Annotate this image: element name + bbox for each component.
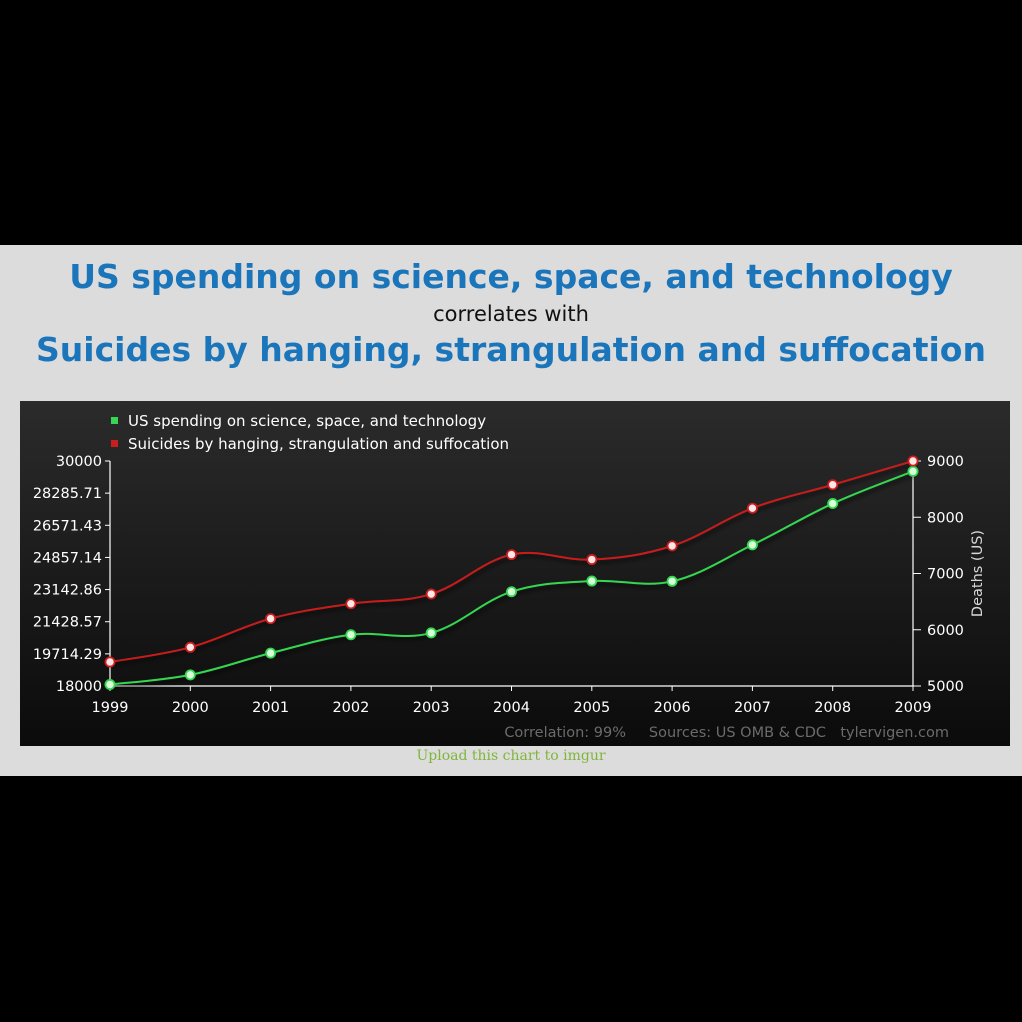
y-right-tick-label: 5000 xyxy=(927,679,964,695)
data-point-spending xyxy=(746,539,758,551)
data-point-spending xyxy=(265,647,277,659)
y-left-tick-label: 26571.43 xyxy=(33,518,102,534)
y-left-tick-label: 19714.29 xyxy=(33,647,102,663)
x-tick-label: 2005 xyxy=(573,700,610,716)
x-tick-label: 2006 xyxy=(654,700,691,716)
x-tick-label: 2003 xyxy=(413,700,450,716)
y-right-tick-label: 9000 xyxy=(927,454,964,470)
chart-subtitle: correlates with xyxy=(433,302,589,326)
data-point-spending xyxy=(425,627,437,639)
data-point-suicides xyxy=(907,455,919,467)
credits-correlation: Correlation: 99% xyxy=(504,725,626,741)
y-right-tick-label: 7000 xyxy=(927,567,964,583)
y-left-tick-label: 21428.57 xyxy=(33,615,102,631)
data-point-suicides xyxy=(184,641,196,653)
chart-area: 18000 19714.29 21428.57 23142.86 24857.14 265… xyxy=(20,401,1010,746)
data-point-spending xyxy=(345,629,357,641)
data-point-spending xyxy=(505,586,517,598)
credits-site: tylervigen.com xyxy=(840,725,949,741)
chart-title-secondary: Suicides by hanging, strangulation and s… xyxy=(36,330,986,369)
credits-sources: Sources: US OMB & CDC xyxy=(649,725,826,741)
data-point-spending xyxy=(184,669,196,681)
y-left-tick-label: 24857.14 xyxy=(33,550,102,566)
x-tick-label: 2004 xyxy=(493,700,530,716)
data-point-spending xyxy=(104,679,116,691)
x-tick-label: 2000 xyxy=(172,700,209,716)
legend-swatch xyxy=(111,440,118,447)
y-right-tick-label: 8000 xyxy=(927,510,964,526)
data-point-suicides xyxy=(425,588,437,600)
data-point-spending xyxy=(666,575,678,587)
chart-background xyxy=(20,401,1010,746)
x-tick-label: 2008 xyxy=(814,700,851,716)
data-point-suicides xyxy=(666,540,678,552)
upload-to-imgur-link[interactable]: Upload this chart to imgur xyxy=(416,748,606,764)
data-point-suicides xyxy=(746,502,758,514)
data-point-suicides xyxy=(505,549,517,561)
legend-label: US spending on science, space, and techn… xyxy=(128,412,486,430)
y-left-tick-label: 28285.71 xyxy=(33,486,102,502)
data-point-spending xyxy=(827,498,839,510)
data-point-suicides xyxy=(345,598,357,610)
chart-title-primary: US spending on science, space, and techn… xyxy=(69,257,953,296)
legend-swatch xyxy=(111,417,118,424)
data-point-suicides xyxy=(104,656,116,668)
data-point-spending xyxy=(907,465,919,477)
x-tick-label: 2001 xyxy=(252,700,289,716)
y-right-tick-label: 6000 xyxy=(927,623,964,639)
line-chart: 18000 19714.29 21428.57 23142.86 24857.14 265… xyxy=(20,401,1010,746)
data-point-spending xyxy=(586,575,598,587)
chart-panel: US spending on science, space, and techn… xyxy=(0,245,1022,776)
y-right-axis-label: Deaths (US) xyxy=(970,530,986,617)
x-tick-label: 2009 xyxy=(895,700,932,716)
x-tick-label: 2002 xyxy=(332,700,369,716)
data-point-suicides xyxy=(586,554,598,566)
y-left-tick-label: 30000 xyxy=(56,454,102,470)
y-left-tick-label: 18000 xyxy=(56,679,102,695)
legend-label: Suicides by hanging, strangulation and s… xyxy=(128,435,509,453)
data-point-suicides xyxy=(265,613,277,625)
data-point-suicides xyxy=(827,479,839,491)
x-tick-label: 2007 xyxy=(734,700,771,716)
y-left-tick-label: 23142.86 xyxy=(33,583,102,599)
x-tick-label: 1999 xyxy=(92,700,129,716)
